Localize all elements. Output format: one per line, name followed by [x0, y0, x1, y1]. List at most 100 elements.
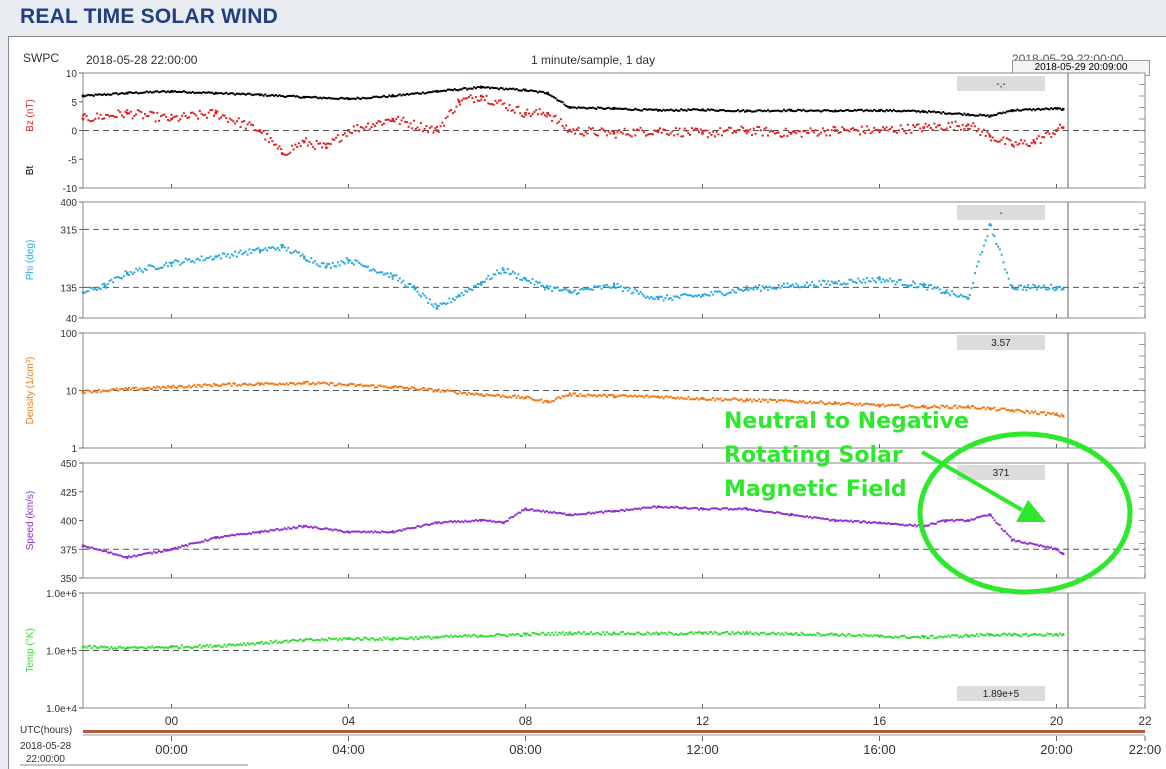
data-point	[1014, 633, 1017, 636]
data-point	[508, 87, 511, 90]
data-point	[473, 86, 476, 89]
data-point	[974, 125, 977, 128]
data-point	[602, 107, 605, 110]
data-point	[315, 526, 318, 529]
data-point	[648, 133, 651, 136]
data-point	[1039, 633, 1042, 636]
data-point	[990, 633, 993, 636]
data-point	[782, 282, 785, 285]
data-point	[892, 637, 895, 640]
data-point	[280, 95, 283, 98]
data-point	[816, 516, 819, 519]
data-point	[713, 109, 716, 112]
data-point	[933, 636, 936, 639]
data-point	[883, 636, 886, 639]
data-point	[115, 387, 118, 390]
data-point	[85, 546, 88, 549]
data-point	[841, 632, 844, 635]
data-point	[897, 404, 900, 407]
data-point	[313, 525, 316, 528]
data-point	[621, 107, 624, 110]
data-point	[581, 394, 584, 397]
data-point	[450, 634, 453, 637]
data-point	[244, 93, 247, 96]
data-point	[113, 388, 116, 391]
data-point	[466, 290, 469, 293]
data-point	[933, 110, 936, 113]
data-point	[412, 119, 415, 122]
data-point	[752, 288, 755, 291]
data-point	[283, 527, 286, 530]
data-point	[899, 635, 902, 638]
data-point	[299, 638, 302, 641]
data-point	[246, 123, 249, 126]
data-point	[425, 636, 428, 639]
data-point	[381, 123, 384, 126]
data-point	[209, 109, 212, 112]
data-point	[579, 106, 582, 109]
data-point	[1044, 132, 1047, 135]
data-point	[710, 291, 713, 294]
data-point	[802, 515, 805, 518]
data-point	[188, 116, 191, 119]
data-point	[729, 126, 732, 129]
data-point	[878, 404, 881, 407]
data-point	[882, 403, 885, 406]
data-point	[494, 273, 497, 276]
data-point	[598, 106, 601, 109]
data-point	[476, 99, 479, 102]
data-point	[563, 633, 566, 636]
data-point	[894, 522, 897, 525]
data-point	[400, 529, 403, 532]
data-point	[356, 96, 359, 99]
data-point	[883, 522, 886, 525]
current-value: -	[999, 208, 1002, 219]
data-point	[140, 91, 143, 94]
data-point	[266, 530, 269, 533]
data-point	[1013, 288, 1016, 291]
data-point	[404, 528, 407, 531]
data-point	[526, 279, 529, 282]
data-point	[742, 507, 745, 510]
data-point	[519, 278, 522, 281]
data-point	[874, 521, 877, 524]
data-point	[689, 507, 692, 510]
data-point	[951, 290, 954, 293]
data-point	[512, 87, 515, 90]
data-point	[618, 107, 621, 110]
data-point	[151, 265, 154, 268]
data-point	[411, 127, 414, 130]
data-point	[384, 95, 387, 98]
data-point	[506, 88, 509, 91]
data-point	[267, 141, 270, 144]
data-point	[823, 280, 826, 283]
data-point	[595, 395, 598, 398]
data-point	[310, 257, 313, 260]
series-speed	[81, 505, 1065, 560]
data-point	[186, 645, 189, 648]
data-point	[184, 114, 187, 117]
data-point	[910, 524, 913, 527]
data-point	[758, 633, 761, 636]
data-point	[740, 508, 743, 511]
data-point	[260, 530, 263, 533]
data-point	[543, 92, 546, 95]
data-point	[542, 401, 545, 404]
data-point	[124, 556, 127, 559]
data-point	[384, 637, 387, 640]
data-point	[287, 94, 290, 97]
data-point	[395, 274, 398, 277]
data-point	[92, 94, 95, 97]
data-point	[956, 634, 959, 637]
data-point	[793, 401, 796, 404]
data-point	[733, 508, 736, 511]
data-point	[347, 129, 350, 132]
data-point	[471, 392, 474, 395]
data-point	[722, 399, 725, 402]
data-point	[862, 520, 865, 523]
data-point	[533, 399, 536, 402]
data-point	[172, 645, 175, 648]
data-point	[181, 114, 184, 117]
data-point	[866, 277, 869, 280]
annotation-arrow-shaft	[920, 450, 1024, 512]
